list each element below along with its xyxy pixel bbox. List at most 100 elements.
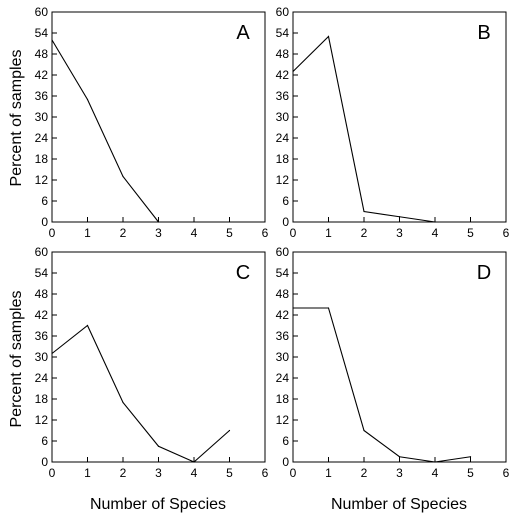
data-point-b <box>398 216 401 218</box>
x-tick-label: 1 <box>84 226 91 240</box>
y-tick-label: 0 <box>282 455 289 469</box>
y-tick-label: 42 <box>35 68 49 82</box>
x-tick-label: 1 <box>325 466 332 480</box>
y-tick-label: 30 <box>276 110 290 124</box>
panel-letter-b: B <box>477 22 490 44</box>
y-tick-label: 48 <box>276 287 290 301</box>
data-point-c <box>51 352 53 355</box>
data-point-b <box>292 70 294 73</box>
y-tick-label: 0 <box>41 455 48 469</box>
panel-letter-a: A <box>236 22 250 44</box>
series-line-c <box>51 324 230 463</box>
panel-letter-c: C <box>236 262 250 284</box>
y-tick-label: 54 <box>276 26 290 40</box>
series-line-a <box>51 39 159 223</box>
data-point-c <box>228 429 231 432</box>
x-axis-title-left: Number of Species <box>90 496 226 513</box>
y-tick-label: 24 <box>276 371 290 385</box>
y-tick-label: 6 <box>41 194 48 208</box>
data-point-c <box>122 401 124 404</box>
y-tick-label: 36 <box>35 89 49 103</box>
data-point-a <box>86 98 89 101</box>
x-tick-label: 0 <box>49 226 56 240</box>
y-tick-label: 30 <box>35 110 49 124</box>
y-axis-title-bottom: Percent of samples <box>8 291 25 428</box>
series-line-b <box>292 35 436 223</box>
x-tick-label: 1 <box>84 466 91 480</box>
x-tick-label: 2 <box>120 466 127 480</box>
x-tick-label: 4 <box>432 466 439 480</box>
x-tick-label: 0 <box>49 466 56 480</box>
x-tick-label: 2 <box>361 466 368 480</box>
panel-letter-d: D <box>477 262 491 284</box>
y-tick-label: 12 <box>35 173 49 187</box>
data-point-a <box>51 39 53 41</box>
x-tick-label: 6 <box>262 226 269 240</box>
y-tick-label: 24 <box>35 131 49 145</box>
y-tick-label: 36 <box>35 329 49 343</box>
data-point-c <box>86 324 89 327</box>
data-point-d <box>363 429 365 432</box>
x-tick-label: 3 <box>155 466 162 480</box>
series-line-d <box>293 307 471 463</box>
y-tick-label: 36 <box>276 89 290 103</box>
y-tick-label: 48 <box>35 47 49 61</box>
data-point-d <box>434 461 436 463</box>
y-tick-label: 60 <box>35 5 49 19</box>
y-tick-label: 54 <box>35 26 49 40</box>
y-tick-label: 18 <box>35 152 49 166</box>
y-tick-label: 0 <box>282 215 289 229</box>
x-tick-label: 3 <box>396 226 403 240</box>
x-tick-label: 4 <box>432 226 439 240</box>
y-tick-label: 6 <box>282 194 289 208</box>
y-tick-label: 48 <box>276 47 290 61</box>
x-tick-label: 4 <box>191 226 198 240</box>
y-tick-label: 60 <box>35 245 49 259</box>
x-tick-label: 6 <box>262 466 269 480</box>
y-tick-label: 42 <box>276 308 290 322</box>
y-tick-label: 42 <box>276 68 290 82</box>
data-point-d <box>327 307 330 309</box>
x-tick-label: 5 <box>467 466 474 480</box>
y-tick-label: 30 <box>35 350 49 364</box>
data-point-b <box>327 35 330 38</box>
y-tick-label: 12 <box>276 413 290 427</box>
y-tick-label: 48 <box>35 287 49 301</box>
data-point-b <box>434 221 436 223</box>
y-tick-label: 30 <box>276 350 290 364</box>
x-tick-label: 5 <box>467 226 474 240</box>
x-tick-label: 1 <box>325 226 332 240</box>
y-tick-label: 6 <box>41 434 48 448</box>
x-axis-title-right: Number of Species <box>331 496 467 513</box>
y-tick-label: 12 <box>35 413 49 427</box>
x-tick-label: 3 <box>155 226 162 240</box>
y-tick-label: 12 <box>276 173 290 187</box>
y-tick-label: 36 <box>276 329 290 343</box>
y-tick-label: 54 <box>276 266 290 280</box>
x-tick-label: 5 <box>226 466 233 480</box>
y-tick-label: 18 <box>276 152 290 166</box>
x-tick-label: 6 <box>503 466 510 480</box>
y-tick-label: 60 <box>276 245 290 259</box>
y-tick-label: 0 <box>41 215 48 229</box>
y-tick-label: 54 <box>35 266 49 280</box>
y-tick-label: 60 <box>276 5 290 19</box>
x-tick-label: 0 <box>290 466 297 480</box>
data-point-c <box>193 461 195 463</box>
x-tick-label: 3 <box>396 466 403 480</box>
y-tick-label: 6 <box>282 434 289 448</box>
data-point-d <box>398 456 401 458</box>
x-tick-label: 2 <box>361 226 368 240</box>
y-tick-label: 42 <box>35 308 49 322</box>
plot-frame-c <box>51 251 266 463</box>
x-tick-label: 4 <box>191 466 198 480</box>
y-tick-label: 24 <box>276 131 290 145</box>
y-axis-title-top: Percent of samples <box>8 50 25 187</box>
x-tick-label: 2 <box>120 226 127 240</box>
